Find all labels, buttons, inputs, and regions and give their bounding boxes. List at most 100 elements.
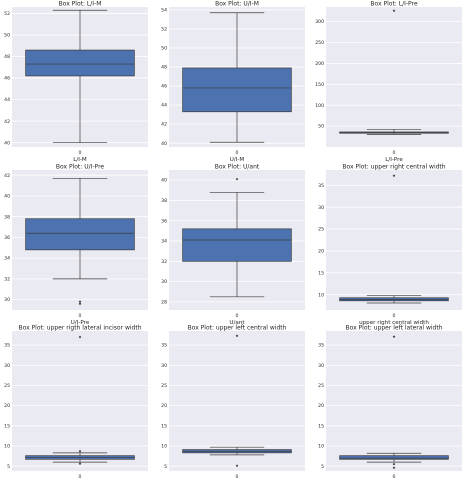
y-tick-label: 52 [161, 27, 167, 33]
y-tick-label: 52 [4, 11, 10, 17]
y-tick-label: 10 [318, 292, 324, 298]
y-tick-label: 20 [4, 403, 10, 409]
x-tick-label: 0 [236, 474, 239, 480]
chart-panel: 5 10 15 20 25 30 35 Box Plot: upper rigth later… [4, 325, 148, 480]
outlier-point [235, 177, 239, 181]
y-tick-label: 15 [161, 423, 167, 429]
y-tick-label: 300 [315, 19, 324, 25]
y-tick-label: 34 [161, 239, 167, 245]
x-axis-label: upper right central width [359, 320, 429, 326]
chart-title: Box Plot: upper right central width [342, 164, 445, 171]
chart-panel: 10 15 20 25 30 35 Box Plot: upper right centra… [318, 164, 462, 326]
iqr-box [182, 67, 292, 113]
y-tick-label: 25 [318, 227, 324, 233]
y-tick-label: 10 [4, 444, 10, 450]
x-tick-label: 0 [393, 313, 396, 319]
chart-title: Box Plot: L/I-M [59, 1, 102, 8]
outlier-point [392, 174, 396, 177]
outlier-point [392, 466, 396, 470]
y-tick-label: 32 [4, 276, 10, 282]
outlier-point [78, 302, 82, 306]
chart-panel: 40 42 44 46 48 50 52 Box Plot: L/I-M 0L/I-M [4, 1, 148, 163]
y-tick-label: 20 [161, 403, 167, 409]
iqr-box [25, 49, 135, 77]
y-tick-label: 200 [315, 61, 324, 67]
chart-title: Box Plot: upper rigth lateral incisor wi… [18, 325, 141, 332]
y-tick-label: 15 [318, 423, 324, 429]
chart-title: Box Plot: L/I-Pre [370, 1, 417, 8]
y-tick-label: 100 [315, 103, 324, 109]
y-tick-label: 20 [318, 403, 324, 409]
outlier-point [392, 335, 396, 338]
x-axis-label: U/I-M [230, 157, 245, 163]
chart-title: Box Plot: upper left lateral width [345, 325, 442, 332]
y-tick-label: 54 [161, 7, 167, 13]
y-tick-label: 44 [4, 97, 10, 103]
y-tick-label: 42 [4, 173, 10, 179]
y-tick-label: 44 [161, 103, 167, 109]
iqr-box [339, 455, 449, 460]
y-tick-label: 15 [318, 270, 324, 276]
y-tick-label: 5 [321, 464, 324, 470]
y-tick-label: 25 [161, 383, 167, 389]
y-tick-label: 5 [164, 464, 167, 470]
x-tick-label: 0 [79, 474, 82, 480]
x-tick-label: 0 [236, 313, 239, 319]
outlier-point [235, 334, 239, 338]
chart-title: Box Plot: U/ant [215, 164, 260, 171]
y-tick-label: 35 [161, 343, 167, 349]
y-tick-label: 34 [4, 256, 10, 262]
y-tick-label: 42 [161, 122, 167, 128]
y-tick-label: 40 [4, 194, 10, 200]
y-tick-label: 10 [318, 444, 324, 450]
chart-panel: 5 10 15 20 25 30 35 Box Plot: upper left centra… [161, 325, 305, 480]
y-tick-label: 50 [318, 124, 324, 130]
y-tick-label: 36 [161, 218, 167, 224]
y-tick-label: 46 [4, 76, 10, 82]
y-tick-label: 30 [318, 363, 324, 369]
x-tick-label: 0 [79, 150, 82, 156]
y-tick-label: 250 [315, 40, 324, 46]
chart-panel: 50 100 150 200 250 300 Box Plot: L/I-Pre 0L/I-P… [315, 1, 462, 163]
y-tick-label: 28 [161, 299, 167, 305]
y-tick-label: 32 [161, 259, 167, 265]
plot-area [326, 170, 462, 310]
chart-title: Box Plot: U/I-Pre [56, 164, 104, 171]
y-tick-label: 20 [318, 249, 324, 255]
x-axis-label: U/ant [229, 320, 245, 326]
y-tick-label: 50 [4, 33, 10, 39]
chart-panel: 40 42 44 46 48 50 52 54 Box Plot: U/I-M 0U/I-M [161, 1, 305, 163]
outlier-point [78, 300, 82, 304]
iqr-box [25, 218, 135, 251]
y-tick-label: 10 [161, 444, 167, 450]
y-tick-label: 25 [4, 383, 10, 389]
plot-area [12, 331, 148, 471]
y-tick-label: 30 [161, 363, 167, 369]
chart-panel: 28 30 32 34 36 38 40 Box Plot: U/ant 0U/ant [161, 164, 305, 326]
x-tick-label: 0 [393, 150, 396, 156]
y-tick-label: 35 [318, 183, 324, 189]
y-tick-label: 5 [7, 464, 10, 470]
x-tick-label: 0 [236, 150, 239, 156]
y-tick-label: 15 [4, 423, 10, 429]
chart-panel: 30 32 34 36 38 40 42 Box Plot: U/I-Pre 0U/I-Pre [4, 164, 148, 326]
x-axis-label: U/I-Pre [71, 320, 90, 326]
outlier-point [78, 449, 82, 453]
y-tick-label: 40 [161, 178, 167, 184]
x-axis-label: L/I-M [73, 157, 87, 163]
y-tick-label: 50 [161, 46, 167, 52]
y-tick-label: 40 [4, 140, 10, 146]
y-tick-label: 36 [4, 235, 10, 241]
y-tick-label: 48 [4, 54, 10, 60]
y-tick-label: 35 [318, 343, 324, 349]
y-tick-label: 30 [4, 297, 10, 303]
y-tick-label: 38 [4, 214, 10, 220]
outlier-point [392, 462, 396, 466]
chart-title: Box Plot: upper left central width [188, 325, 287, 332]
plot-area [326, 331, 462, 471]
x-tick-label: 0 [79, 313, 82, 319]
y-tick-label: 30 [4, 363, 10, 369]
outlier-point [392, 9, 396, 13]
y-tick-label: 48 [161, 65, 167, 71]
